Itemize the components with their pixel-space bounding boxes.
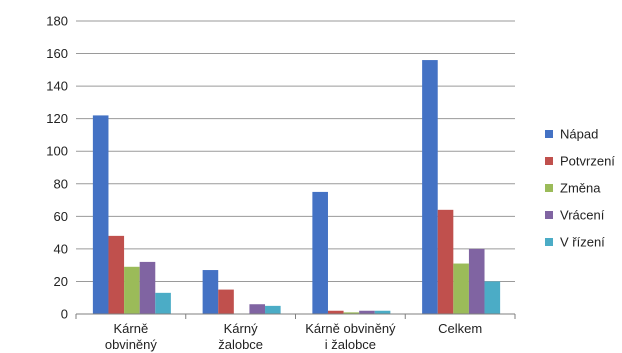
y-tick-label: 100 [46,144,68,159]
legend-swatch [545,211,553,219]
bar [249,304,266,314]
y-tick-label: 20 [54,274,68,289]
bar [422,60,438,314]
bar [124,266,140,314]
category-label: Celkem [438,321,482,336]
bar [202,270,219,314]
y-tick-label: 120 [46,111,68,126]
legend-label: Vrácení [560,208,605,223]
bars [92,60,501,315]
y-tick-label: 180 [46,14,68,29]
category-label: i žalobce [325,337,376,352]
category-label: žalobce [218,337,263,352]
bar [374,310,391,314]
category-label: Kárně obviněný [305,321,396,336]
y-tick-label: 0 [61,307,68,322]
y-tick-label: 60 [54,209,68,224]
bar [437,209,454,314]
bar [139,261,156,314]
y-axis-ticks: 0 20 40 60 80 100 120 140 160 180 [46,14,68,322]
legend: Nápad Potvrzení Změna Vrácení V řízení [545,127,615,250]
legend-swatch [545,184,553,192]
bar [453,263,469,314]
bar [484,281,501,314]
category-label: obviněný [105,337,158,352]
bar [312,191,328,314]
legend-label: Změna [560,181,601,196]
category-label: Kárný [224,321,258,336]
bar [108,235,125,314]
legend-label: Potvrzení [560,154,615,169]
bar [343,312,360,314]
bar [359,310,375,314]
y-tick-label: 40 [54,241,68,256]
legend-label: Nápad [560,127,598,142]
bar [218,289,234,314]
bar [155,292,171,314]
y-tick-label: 80 [54,176,68,191]
y-tick-label: 140 [46,79,68,94]
legend-swatch [545,130,553,138]
bar [92,115,109,315]
bar [265,305,281,314]
bar [327,310,344,314]
gridlines [76,20,515,282]
y-tick-label: 160 [46,46,68,61]
x-axis [75,313,516,319]
bar [468,248,485,314]
legend-swatch [545,157,553,165]
legend-label: V řízení [560,235,605,250]
legend-swatch [545,238,553,246]
category-label: Kárně [114,321,149,336]
